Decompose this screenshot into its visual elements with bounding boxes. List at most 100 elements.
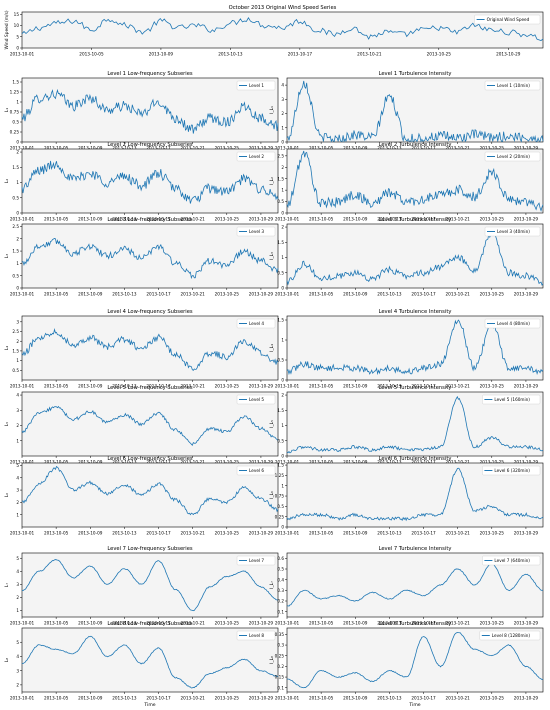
y-tick-label: 0 xyxy=(16,211,19,216)
series-line xyxy=(286,80,544,143)
y-tick-label: 0.3 xyxy=(277,588,284,593)
y-tick-label: 2 xyxy=(16,423,19,428)
x-tick-label: 2013-10-13 xyxy=(218,52,243,57)
chart-panel-15: Level 8 Low-frequency Subseries L₈ Time 2 3 4… xyxy=(4,621,279,708)
chart-title: Level 1 Low-frequency Subseries xyxy=(107,71,193,77)
x-tick-label: 2013-10-05 xyxy=(44,531,69,536)
legend-box xyxy=(484,80,541,91)
x-tick-label: 2013-10-05 xyxy=(44,384,69,389)
y-tick-label: 1.5 xyxy=(277,240,284,245)
legend-label: Level 7 (640min) xyxy=(494,558,530,563)
y-tick-label: 1.5 xyxy=(277,318,284,323)
x-tick-label: 2013-10-09 xyxy=(343,292,368,297)
y-tick-label: 0.5 xyxy=(277,438,284,443)
x-tick-label: 2013-10-25 xyxy=(215,531,240,536)
x-tick-label: 2013-10-17 xyxy=(146,146,171,151)
x-tick-label: 2013-10-13 xyxy=(112,292,137,297)
chart-panel-7: Level 4 Low-frequency Subseries L₄ 0.5 1 1.5… xyxy=(4,309,279,389)
y-axis-label: L₆ xyxy=(4,493,10,497)
legend-label: Level 6 xyxy=(249,468,264,473)
y-axis-label: L₅ xyxy=(4,422,10,426)
x-tick-label: 2013-10-29 xyxy=(249,460,274,465)
x-tick-label: 2013-10-25 xyxy=(480,292,505,297)
legend-label: Level 3 (40min) xyxy=(497,229,530,234)
x-tick-label: 2013-10-09 xyxy=(343,146,368,151)
legend-label: Level 2 xyxy=(249,154,264,159)
legend-label: Level 4 (80min) xyxy=(497,321,530,326)
x-tick-label: 2013-10-17 xyxy=(411,292,436,297)
x-tick-label: 2013-10-17 xyxy=(411,384,436,389)
x-tick-label: 2013-10-09 xyxy=(78,384,103,389)
chart-title: Level 3 Low-frequency Subseries xyxy=(107,217,193,223)
legend-box xyxy=(484,318,541,329)
x-tick-label: 2013-10-09 xyxy=(78,460,103,465)
y-tick-label: 1.25 xyxy=(10,90,20,95)
y-tick-label: 1 xyxy=(16,261,19,266)
chart-panel-13: Level 7 Low-frequency Subseries L₇ 1 2 3 4 5 20… xyxy=(4,546,279,626)
y-axis-label: L₂ xyxy=(4,179,10,183)
legend-box xyxy=(482,394,541,405)
x-tick-label: 2013-10-29 xyxy=(249,217,274,222)
y-tick-label: 2 xyxy=(281,111,284,116)
y-tick-label: 0 xyxy=(281,378,284,383)
y-tick-label: 0 xyxy=(281,525,284,530)
x-tick-label: 2013-10-01 xyxy=(275,696,300,701)
x-tick-label: 2013-10-17 xyxy=(146,460,171,465)
series-line xyxy=(21,559,279,612)
legend-box xyxy=(236,151,276,162)
legend-label: Level 4 xyxy=(249,321,264,326)
x-tick-label: 2013-10-29 xyxy=(514,384,539,389)
chart-title: Level 5 Turbulence Intensity xyxy=(379,385,452,391)
chart-title: Level 5 Low-frequency Subseries xyxy=(107,385,193,391)
y-tick-label: 2 xyxy=(16,682,19,687)
y-axis-label: I_L₇ xyxy=(269,581,275,589)
x-tick-label: 2013-10-01 xyxy=(275,217,300,222)
y-tick-label: 0.5 xyxy=(277,270,284,275)
y-tick-label: 4 xyxy=(16,569,19,574)
legend-label: Level 1 (10min) xyxy=(497,83,530,88)
x-tick-label: 2013-10-21 xyxy=(445,460,470,465)
y-tick-label: 0 xyxy=(281,454,284,459)
x-tick-label: 2013-10-05 xyxy=(309,146,334,151)
legend-box xyxy=(479,630,541,641)
y-tick-label: 0.25 xyxy=(275,514,285,519)
x-tick-label: 2013-10-05 xyxy=(309,384,334,389)
legend-box xyxy=(482,555,541,566)
plot-area xyxy=(21,391,279,457)
y-axis-label: I_L₃ xyxy=(269,252,275,260)
legend-label: Original Wind Speed xyxy=(487,17,530,22)
x-tick-label: 2013-10-01 xyxy=(10,696,35,701)
x-axis-label: Time xyxy=(408,702,420,708)
x-tick-label: 2013-10-17 xyxy=(411,621,436,626)
series-line xyxy=(286,563,544,607)
x-tick-label: 2013-10-13 xyxy=(112,384,137,389)
y-tick-label: 0.5 xyxy=(277,504,284,509)
y-tick-label: 1 xyxy=(281,125,284,130)
legend-box xyxy=(236,555,276,566)
y-axis-label: I_L₅ xyxy=(269,420,275,428)
y-tick-label: 1 xyxy=(16,100,19,105)
y-tick-label: 0.75 xyxy=(275,494,285,499)
legend-label: Level 8 (1280min) xyxy=(492,633,531,638)
x-tick-label: 2013-10-09 xyxy=(343,384,368,389)
legend-box xyxy=(236,318,276,329)
legend-box xyxy=(236,226,276,237)
y-axis-label: I_L₂ xyxy=(269,177,275,185)
x-tick-label: 2013-10-17 xyxy=(411,460,436,465)
series-line xyxy=(21,160,279,204)
y-tick-label: 0 xyxy=(281,286,284,291)
x-tick-label: 2013-10-29 xyxy=(249,146,274,151)
x-tick-label: 2013-10-13 xyxy=(377,531,402,536)
legend-box xyxy=(482,465,541,476)
y-tick-label: 0.6 xyxy=(277,556,284,561)
plot-area xyxy=(21,552,279,618)
x-tick-label: 2013-10-05 xyxy=(309,460,334,465)
x-tick-label: 2013-10-09 xyxy=(78,292,103,297)
chart-title: Level 8 Turbulence Intensity xyxy=(379,621,452,627)
y-tick-label: 2 xyxy=(16,339,19,344)
x-tick-label: 2013-10-05 xyxy=(44,217,69,222)
y-tick-label: 1 xyxy=(281,483,284,488)
y-tick-label: 15 xyxy=(14,12,20,17)
x-tick-label: 2013-10-05 xyxy=(309,696,334,701)
x-tick-label: 2013-10-25 xyxy=(480,384,505,389)
